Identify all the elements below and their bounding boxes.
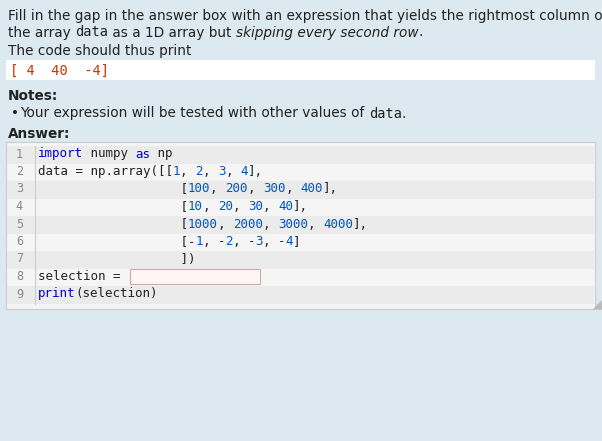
Text: 5: 5: [16, 217, 23, 231]
Text: , -: , -: [233, 235, 255, 248]
Text: 8: 8: [16, 270, 23, 283]
Text: .: .: [418, 26, 423, 40]
Text: 3: 3: [16, 183, 23, 195]
Text: ,: ,: [226, 165, 241, 178]
Text: 4: 4: [285, 235, 293, 248]
Text: [: [: [38, 183, 188, 195]
Text: 3: 3: [255, 235, 263, 248]
Text: 20: 20: [218, 200, 233, 213]
Text: [: [: [38, 217, 188, 231]
Polygon shape: [594, 299, 602, 309]
FancyBboxPatch shape: [130, 269, 260, 284]
Text: ],: ],: [323, 183, 338, 195]
FancyBboxPatch shape: [7, 251, 594, 269]
Text: ],: ],: [293, 200, 308, 213]
Text: data = np.array([[: data = np.array([[: [38, 165, 173, 178]
Text: , -: , -: [203, 235, 226, 248]
Text: ,: ,: [285, 183, 300, 195]
Text: ,: ,: [218, 217, 233, 231]
Text: print: print: [38, 288, 75, 300]
Text: 40: 40: [278, 200, 293, 213]
Text: 4000: 4000: [323, 217, 353, 231]
Text: ],: ],: [248, 165, 263, 178]
Text: 4: 4: [241, 165, 248, 178]
Text: skipping every second row: skipping every second row: [236, 26, 418, 40]
Text: 1: 1: [196, 235, 203, 248]
Text: 30: 30: [248, 200, 263, 213]
Text: [: [: [38, 200, 188, 213]
Text: data: data: [75, 26, 108, 40]
Text: ,: ,: [233, 200, 248, 213]
Text: ,: ,: [181, 165, 196, 178]
Text: (selection): (selection): [75, 288, 158, 300]
Text: 10: 10: [188, 200, 203, 213]
Text: ,: ,: [263, 200, 278, 213]
Text: as: as: [135, 147, 150, 161]
Text: 4: 4: [16, 200, 23, 213]
Text: 1: 1: [16, 147, 23, 161]
Text: [-: [-: [38, 235, 196, 248]
Text: The code should thus print: The code should thus print: [8, 45, 191, 59]
FancyBboxPatch shape: [7, 181, 594, 198]
FancyBboxPatch shape: [7, 146, 594, 164]
Text: [ 4  40  -4]: [ 4 40 -4]: [10, 64, 109, 78]
Text: ,: ,: [248, 183, 263, 195]
Text: ,: ,: [263, 217, 278, 231]
Text: ]: ]: [293, 235, 300, 248]
Text: Answer:: Answer:: [8, 127, 70, 141]
Text: 3: 3: [218, 165, 226, 178]
Text: 2: 2: [16, 165, 23, 178]
Text: ,: ,: [211, 183, 226, 195]
Text: 2: 2: [196, 165, 203, 178]
Text: Your expression will be tested with other values of: Your expression will be tested with othe…: [20, 106, 368, 120]
Text: •: •: [11, 106, 19, 120]
Text: Fill in the gap in the answer box with an expression that yields the rightmost c: Fill in the gap in the answer box with a…: [8, 9, 602, 23]
Text: 100: 100: [188, 183, 211, 195]
FancyBboxPatch shape: [7, 286, 594, 303]
FancyBboxPatch shape: [6, 142, 595, 309]
Text: 2000: 2000: [233, 217, 263, 231]
Text: , -: , -: [263, 235, 285, 248]
Text: ,: ,: [308, 217, 323, 231]
Text: selection =: selection =: [38, 270, 128, 283]
Text: 3000: 3000: [278, 217, 308, 231]
Text: 1000: 1000: [188, 217, 218, 231]
Text: as a 1D array but: as a 1D array but: [108, 26, 236, 40]
Text: 6: 6: [16, 235, 23, 248]
Text: 400: 400: [300, 183, 323, 195]
Text: Notes:: Notes:: [8, 90, 58, 104]
Text: numpy: numpy: [83, 147, 135, 161]
Text: import: import: [38, 147, 83, 161]
Text: 1: 1: [173, 165, 181, 178]
Text: .: .: [402, 106, 406, 120]
Text: ]): ]): [38, 253, 196, 265]
Text: data: data: [368, 106, 402, 120]
Text: 9: 9: [16, 288, 23, 300]
Text: np: np: [150, 147, 173, 161]
Text: ,: ,: [203, 165, 218, 178]
FancyBboxPatch shape: [6, 60, 595, 79]
Text: the array: the array: [8, 26, 75, 40]
FancyBboxPatch shape: [7, 216, 594, 233]
Text: ,: ,: [203, 200, 218, 213]
Text: 200: 200: [226, 183, 248, 195]
Text: 2: 2: [226, 235, 233, 248]
Text: 7: 7: [16, 253, 23, 265]
Text: ],: ],: [353, 217, 368, 231]
Text: 300: 300: [263, 183, 285, 195]
